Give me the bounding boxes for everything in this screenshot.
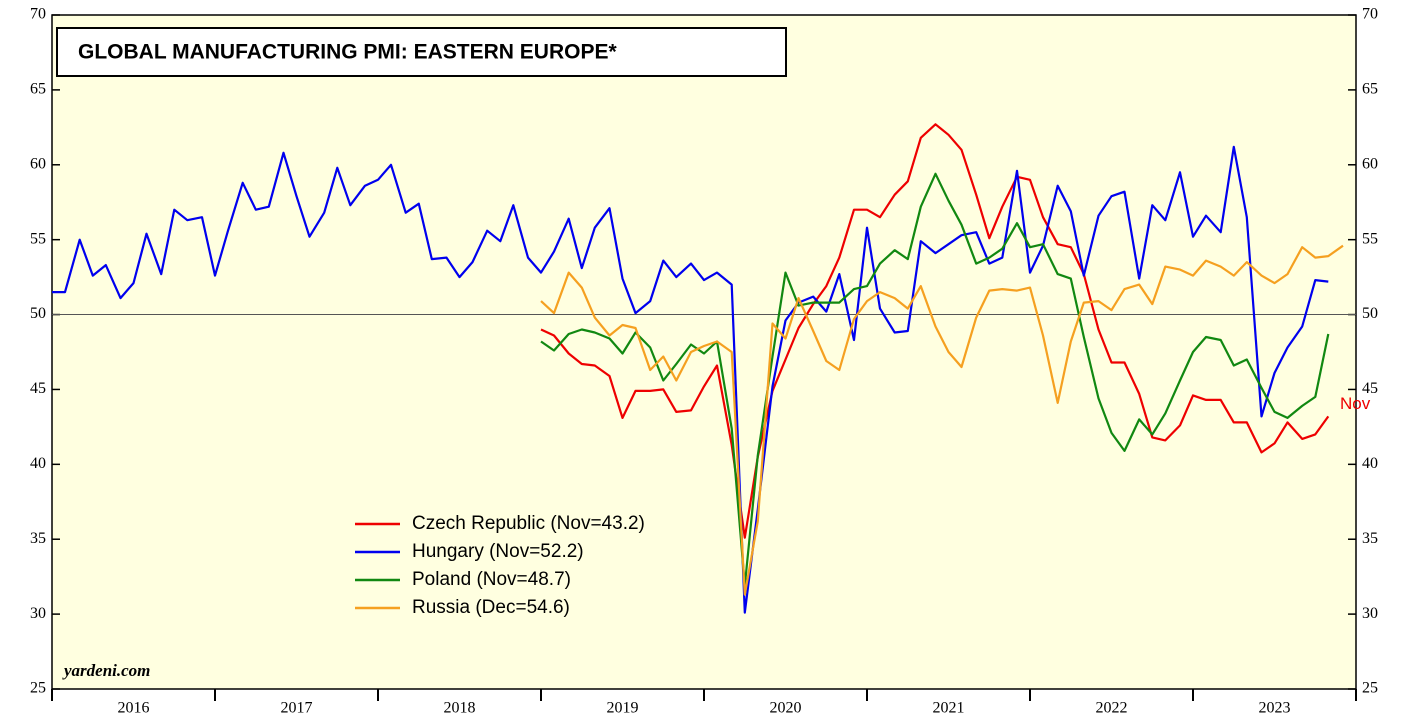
- end-label: Nov: [1340, 394, 1371, 413]
- y-tick-label: 40: [30, 455, 46, 472]
- title-box: [56, 27, 787, 77]
- legend-label: Russia (Dec=54.6): [412, 597, 570, 618]
- series-line: [540, 123, 1330, 539]
- series-line: [540, 244, 1344, 596]
- y-tick-label: 50: [30, 305, 46, 322]
- x-tick-label: 2020: [770, 700, 802, 717]
- y2-tick-label: 50: [1362, 305, 1378, 322]
- y-tick-label: 30: [30, 605, 46, 622]
- y-tick-label: 35: [30, 530, 46, 547]
- chart-title: GLOBAL MANUFACTURING PMI: EASTERN EUROPE…: [78, 41, 617, 64]
- y2-tick-label: 45: [1362, 380, 1378, 397]
- y2-tick-label: 60: [1362, 155, 1378, 172]
- x-tick-label: 2022: [1096, 700, 1128, 717]
- plot-area: [51, 14, 1357, 690]
- y-tick-label: 25: [30, 680, 46, 697]
- series-line: [540, 172, 1330, 587]
- legend-label: Hungary (Nov=52.2): [412, 541, 584, 562]
- y2-tick-label: 65: [1362, 81, 1378, 98]
- series-line: [52, 145, 1329, 614]
- y2-tick-label: 35: [1362, 530, 1378, 547]
- legend-label: Czech Republic (Nov=43.2): [412, 513, 645, 534]
- y2-tick-label: 70: [1362, 6, 1378, 23]
- x-tick-label: 2016: [118, 700, 150, 717]
- x-tick-label: 2019: [607, 700, 639, 717]
- y-tick-label: 60: [30, 155, 46, 172]
- y2-tick-label: 55: [1362, 230, 1378, 247]
- y-tick-label: 45: [30, 380, 46, 397]
- y2-tick-label: 25: [1362, 680, 1378, 697]
- y-tick-label: 55: [30, 230, 46, 247]
- x-tick-label: 2017: [281, 700, 313, 717]
- legend-label: Poland (Nov=48.7): [412, 569, 571, 590]
- y2-tick-label: 40: [1362, 455, 1378, 472]
- source-label: yardeni.com: [62, 661, 150, 680]
- x-tick-label: 2018: [444, 700, 476, 717]
- x-tick-label: 2023: [1259, 700, 1291, 717]
- y-tick-label: 70: [30, 6, 46, 23]
- y-tick-label: 65: [30, 81, 46, 98]
- x-tick-label: 2021: [933, 700, 965, 717]
- y2-tick-label: 30: [1362, 605, 1378, 622]
